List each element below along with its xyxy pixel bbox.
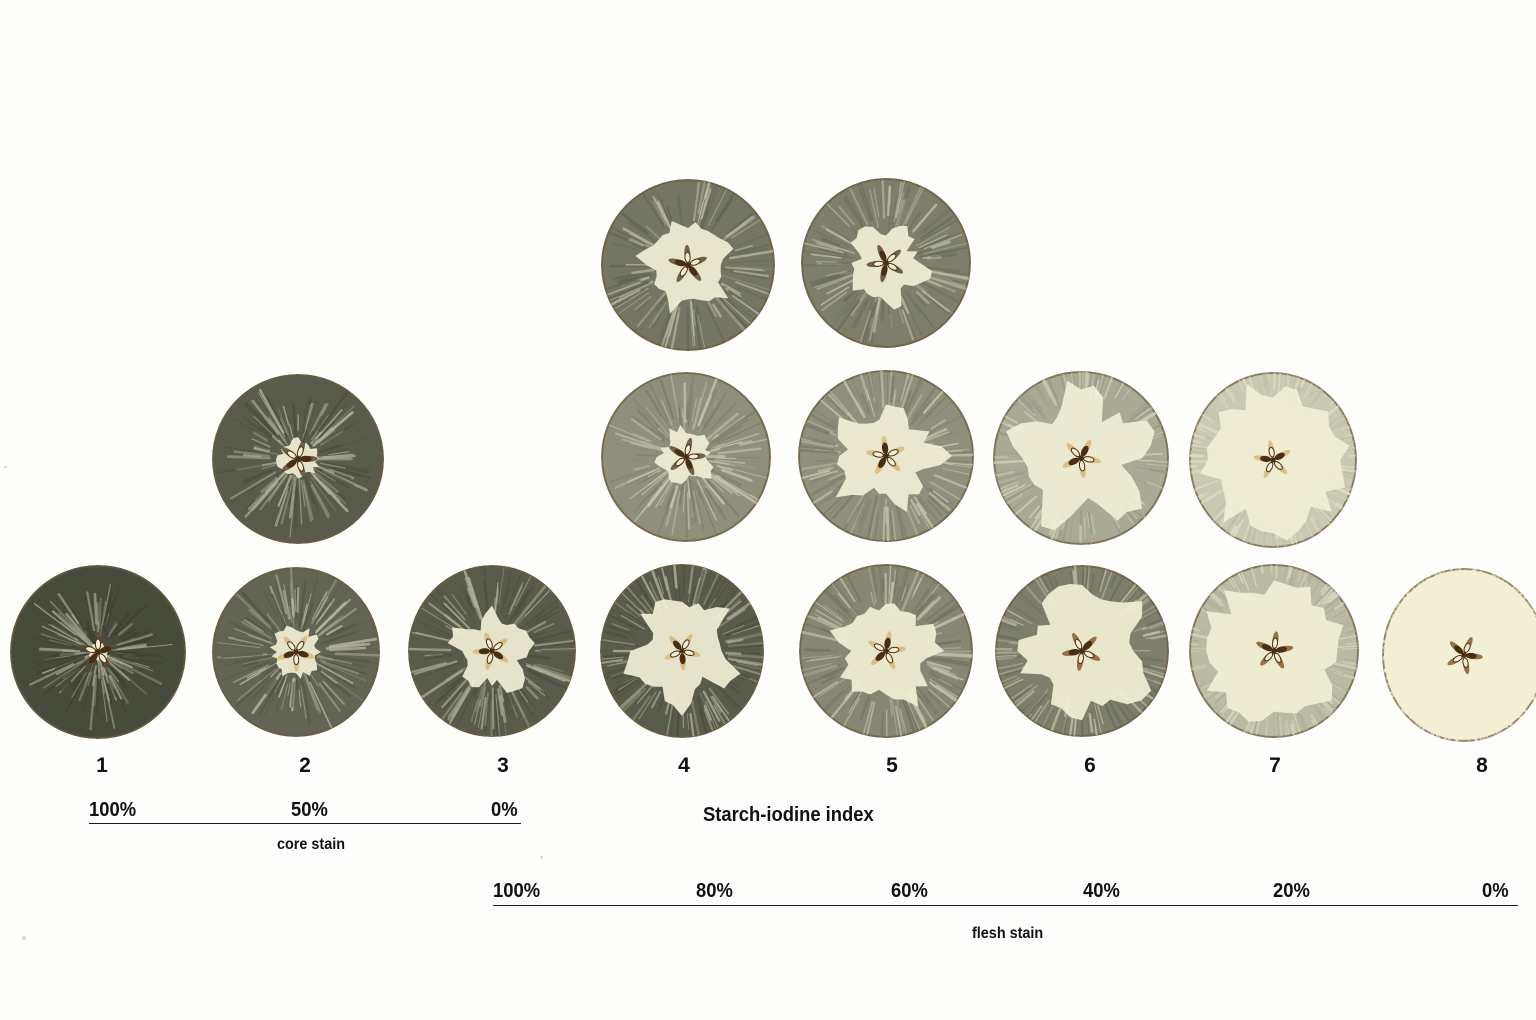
background-speck xyxy=(4,466,7,468)
apple-slice-graphic xyxy=(10,565,186,739)
apple-slice-graphic xyxy=(600,564,764,738)
flesh-scale-tick-20: 20% xyxy=(1273,880,1310,902)
apple-slice-stage-5 xyxy=(801,178,971,348)
core-scale-tick-0: 0% xyxy=(491,799,518,821)
stage-label-8: 8 xyxy=(1476,754,1488,777)
core-scale-tick-50: 50% xyxy=(291,799,328,821)
apple-slice-stage-4 xyxy=(601,179,775,351)
apple-slice-graphic xyxy=(993,371,1169,545)
apple-slice-stage-6 xyxy=(993,371,1169,545)
apple-slice-graphic xyxy=(799,564,973,738)
apple-slice-stage-6 xyxy=(995,565,1169,737)
apple-slice-stage-1 xyxy=(10,565,186,739)
stage-label-6: 6 xyxy=(1084,754,1096,777)
apple-slice-graphic xyxy=(601,372,771,542)
apple-slice-stage-5 xyxy=(799,564,973,738)
chart-title: Starch-iodine index xyxy=(703,804,874,826)
apple-slice-graphic xyxy=(1382,568,1536,742)
core-scale-caption: core stain xyxy=(277,836,346,853)
background-speck xyxy=(540,856,543,859)
core-scale-tick-100: 100% xyxy=(89,799,137,821)
apple-slice-graphic xyxy=(995,565,1169,737)
apple-slice-stage-8 xyxy=(1382,568,1536,742)
apple-slice-graphic xyxy=(1189,564,1359,738)
apple-slice-stage-7 xyxy=(1189,372,1357,548)
apple-slice-stage-4 xyxy=(601,372,771,542)
apple-slice-graphic xyxy=(601,179,775,351)
apple-slice-stage-4 xyxy=(600,564,764,738)
apple-slice-graphic xyxy=(212,567,380,737)
background-speck xyxy=(22,936,26,940)
apple-slice-stage-2 xyxy=(212,567,380,737)
flesh-scale-tick-100: 100% xyxy=(493,880,541,902)
apple-slice-graphic xyxy=(408,565,576,737)
apple-slice-graphic xyxy=(1189,372,1357,548)
apple-slice-stage-5 xyxy=(798,370,974,542)
flesh-scale-caption: flesh stain xyxy=(972,925,1044,942)
stage-label-1: 1 xyxy=(96,754,108,777)
flesh-scale-tick-60: 60% xyxy=(891,880,928,902)
apple-slice-graphic xyxy=(798,370,974,542)
apple-slice-graphic xyxy=(801,178,971,348)
stage-label-4: 4 xyxy=(678,754,690,777)
stage-label-5: 5 xyxy=(886,754,898,777)
core-scale-line xyxy=(89,823,521,824)
apple-slice-stage-2 xyxy=(212,374,384,544)
apple-slice-stage-3 xyxy=(408,565,576,737)
flesh-scale-tick-40: 40% xyxy=(1083,880,1120,902)
stage-label-7: 7 xyxy=(1269,754,1281,777)
stage-label-3: 3 xyxy=(497,754,509,777)
flesh-scale-line xyxy=(493,905,1518,906)
stage-label-2: 2 xyxy=(299,754,311,777)
apple-slice-graphic xyxy=(212,374,384,544)
flesh-scale-tick-80: 80% xyxy=(696,880,733,902)
apple-slice-stage-7 xyxy=(1189,564,1359,738)
flesh-scale-tick-0: 0% xyxy=(1482,880,1509,902)
